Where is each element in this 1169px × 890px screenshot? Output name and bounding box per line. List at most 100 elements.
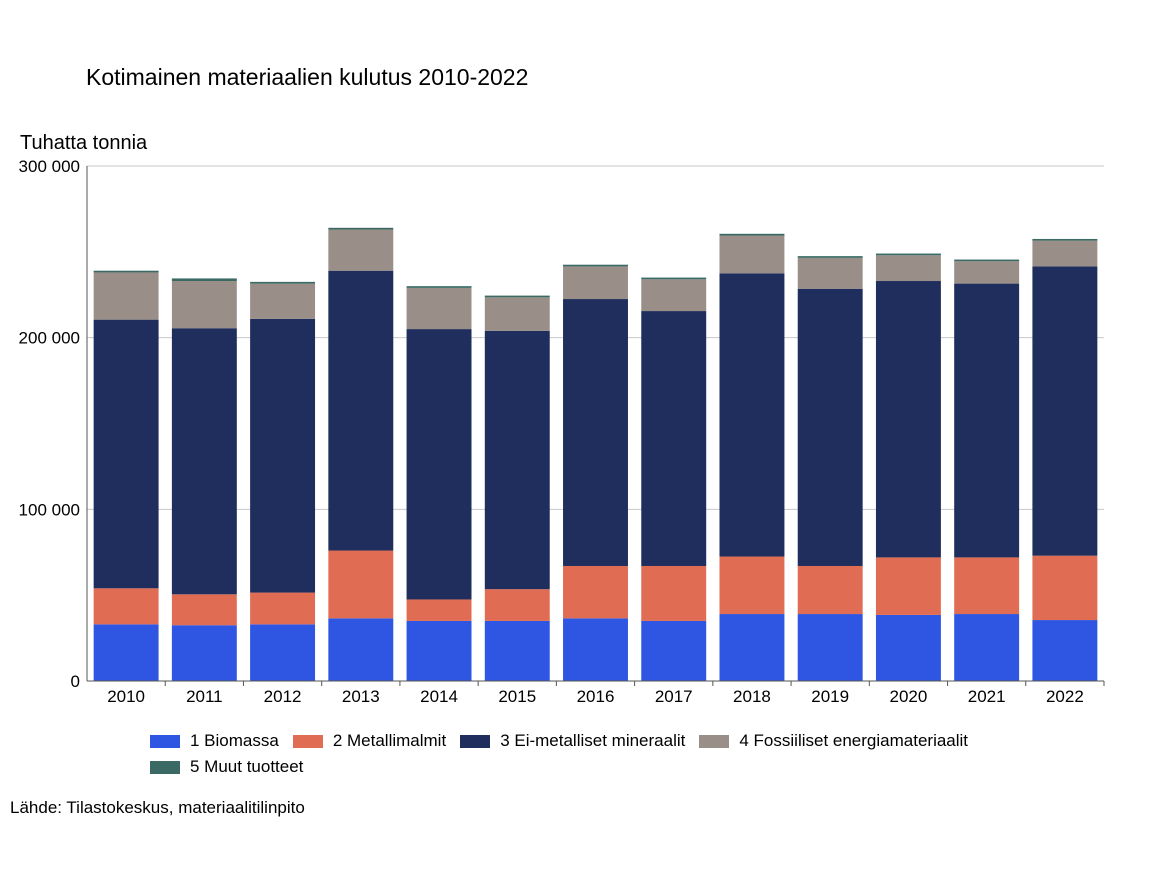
bar-segment-2017-s4 [641,279,707,312]
legend-row-2: 5 Muut tuotteet [150,754,1050,780]
legend-item-metallimalmit: 2 Metallimalmit [292,731,447,751]
bar-segment-2022-s5 [1032,238,1098,241]
bar-segment-2018-s5 [719,233,785,236]
bar-segment-2011-s2 [171,594,237,626]
bar-segment-2010-s1 [93,624,159,681]
bar-segment-2015-s3 [484,330,550,590]
bar-segment-2020-s3 [875,281,941,558]
legend-label-ei-metalliset: 3 Ei-metalliset mineraalit [500,731,686,750]
legend-swatch-fossiiliset [699,734,730,748]
bar-segment-2011-s1 [171,625,237,681]
bar-segment-2014-s2 [406,599,472,621]
legend-swatch-biomassa [150,734,180,748]
bar-segment-2014-s1 [406,620,472,681]
y-tick-label: 300 000 [19,157,80,176]
bar-segment-2012-s3 [250,318,316,593]
bars [93,227,1098,681]
bar-segment-2012-s1 [250,624,316,681]
bar-segment-2012-s4 [250,283,316,319]
bar-segment-2020-s1 [875,614,941,681]
bar-segment-2018-s1 [719,614,785,681]
bar-segment-2012-s5 [250,281,316,284]
bar-segment-2019-s3 [797,288,863,566]
bar-segment-2022-s1 [1032,620,1098,681]
bar-segment-2011-s4 [171,281,237,329]
bar-segment-2015-s4 [484,297,550,331]
x-tick-label: 2019 [811,687,849,706]
bar-segment-2019-s5 [797,256,863,258]
bar-segment-2021-s1 [954,614,1020,681]
legend-item-fossiiliset: 4 Fossiiliset energiamateriaalit [699,731,968,751]
bar-segment-2017-s5 [641,277,707,280]
legend-item-biomassa: 1 Biomassa [150,731,279,751]
legend-swatch-muut [150,760,180,774]
legend-label-metallimalmit: 2 Metallimalmit [332,731,447,750]
bar-segment-2016-s4 [563,266,628,300]
x-tick-label: 2016 [577,687,615,706]
bar-segment-2016-s1 [563,618,628,681]
x-tick-label: 2014 [420,687,458,706]
bar-segment-2019-s4 [797,257,863,289]
x-tick-label: 2012 [264,687,302,706]
bar-segment-2011-s5 [171,278,237,282]
legend-item-muut: 5 Muut tuotteet [150,757,303,777]
x-tick-label: 2017 [655,687,693,706]
bar-segment-2020-s5 [875,253,941,256]
bar-segment-2021-s5 [954,259,1020,262]
bar-segment-2015-s5 [484,295,550,298]
y-tick-label: 100 000 [19,500,80,519]
bar-segment-2021-s2 [954,557,1020,615]
bar-segment-2016-s2 [563,565,628,619]
bar-segment-2014-s5 [406,286,472,288]
legend-swatch-metallimalmit [292,734,323,748]
bar-segment-2021-s4 [954,261,1020,284]
bar-segment-2012-s2 [250,592,316,625]
bar-segment-2013-s4 [328,229,394,271]
bar-segment-2021-s3 [954,283,1020,558]
legend-label-fossiiliset: 4 Fossiiliset energiamateriaalit [739,731,969,750]
x-tick-label: 2020 [890,687,928,706]
bar-segment-2010-s2 [93,588,159,625]
x-tick-label: 2011 [186,687,223,706]
bar-segment-2015-s2 [484,589,550,621]
x-tick-label: 2010 [107,687,145,706]
bar-segment-2010-s4 [93,272,159,320]
y-tick-label: 200 000 [19,329,80,348]
y-tick-label: 0 [71,672,80,691]
bar-segment-2010-s3 [93,319,159,589]
bar-segment-2017-s1 [641,620,707,681]
chart-title: Kotimainen materiaalien kulutus 2010-202… [86,64,529,90]
bar-segment-2013-s2 [328,550,394,619]
bar-segment-2022-s3 [1032,266,1098,556]
bar-segment-2017-s3 [641,311,707,566]
bar-segment-2018-s2 [719,556,785,615]
legend-swatch-ei-metalliset [460,734,491,748]
x-tick-label: 2013 [342,687,380,706]
bar-segment-2013-s3 [328,270,394,551]
bar-segment-2016-s3 [563,299,628,566]
bar-segment-2022-s4 [1032,240,1098,267]
bar-segment-2013-s1 [328,618,394,681]
bar-segment-2018-s4 [719,235,785,274]
bar-segment-2019-s2 [797,565,863,615]
bar-segment-2014-s3 [406,329,472,600]
legend-label-biomassa: 1 Biomassa [190,731,279,750]
bar-segment-2018-s3 [719,273,785,557]
bar-segment-2015-s1 [484,620,550,681]
bar-segment-2020-s2 [875,557,941,615]
bar-segment-2011-s3 [171,328,237,595]
bar-segment-2013-s5 [328,227,394,230]
bar-segment-2016-s5 [563,264,628,267]
x-tick-label: 2018 [733,687,771,706]
x-tick-label: 2021 [968,687,1006,706]
x-tick-label: 2015 [498,687,536,706]
bar-segment-2020-s4 [875,255,941,282]
legend-item-ei-metalliset: 3 Ei-metalliset mineraalit [460,731,685,751]
bar-segment-2022-s2 [1032,555,1098,621]
axes: 0 100 000 200 000 300 000 2010 2011 2012 2013 20… [19,157,1105,706]
bar-segment-2017-s2 [641,565,707,621]
y-axis-label: Tuhatta tonnia [20,132,148,154]
legend-row-1: 1 Biomassa 2 Metallimalmit 3 Ei-metallis… [150,728,1050,754]
source-note: Lähde: Tilastokeskus, materiaalitilinpit… [10,798,305,817]
